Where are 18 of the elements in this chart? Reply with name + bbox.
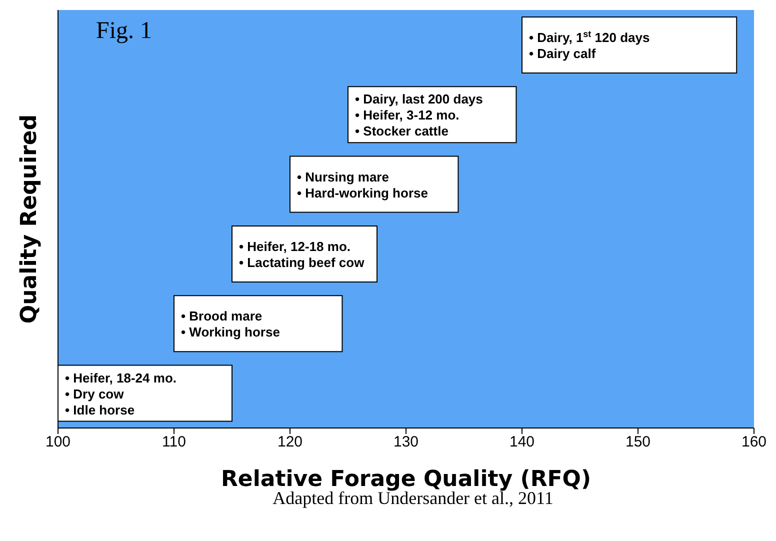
bar <box>174 295 343 352</box>
data-label: • Dairy, last 200 days • Heifer, 3-12 mo. • Stocker cattle <box>355 92 483 139</box>
x-tick-label: 130 <box>393 434 419 451</box>
data-label: • Heifer, 12-18 mo. • Lactating beef cow <box>239 238 366 270</box>
y-axis-title: Quality Required <box>16 114 42 324</box>
x-tick-label: 160 <box>741 434 767 451</box>
x-axis-title: Relative Forage Quality (RFQ) <box>220 467 592 492</box>
x-tick-label: 140 <box>509 434 535 451</box>
bar <box>522 16 738 74</box>
x-tick-label: 100 <box>45 434 71 451</box>
data-label: • Nursing mare • Hard-working horse <box>297 169 428 200</box>
x-tick-label: 150 <box>625 434 651 451</box>
x-tick-label: 110 <box>162 434 186 451</box>
data-label: • Brood mare • Working horse <box>181 308 280 340</box>
x-tick-label: 120 <box>277 434 303 451</box>
data-label: • Heifer, 18-24 mo. • Dry cow • Idle horse <box>65 370 176 418</box>
data-label: • Dairy, 1$^{st}$ 120 days • Dairy calf <box>529 28 650 61</box>
chart-title: Fig. 1 <box>96 18 152 45</box>
